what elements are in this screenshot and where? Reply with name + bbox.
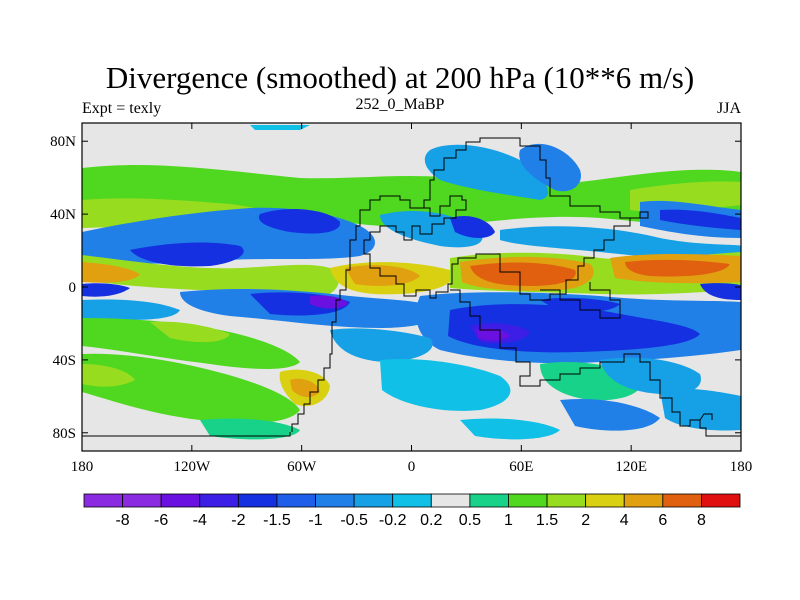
colorbar: -8 -6 -4 -2 -1.5 -1 -0.5 -0.2 0.2 0.5 1 1.5 2 4 6 8 [83, 493, 741, 529]
contour-field-midlat [82, 200, 741, 267]
colorbar-label: -2 [231, 512, 245, 529]
colorbar-swatch [585, 493, 625, 508]
colorbar-swatch [160, 493, 201, 508]
colorbar-label: 6 [658, 512, 667, 529]
x-tick-label: 60W [287, 459, 317, 475]
x-tick-label: 120W [173, 459, 211, 475]
colorbar-swatch [237, 493, 278, 508]
y-tick-label: 80N [50, 134, 76, 150]
colorbar-label: -1.5 [263, 512, 291, 529]
contour-field-south [82, 289, 741, 440]
x-tick-label: 120E [615, 459, 647, 475]
y-tick-label: 40N [50, 207, 76, 223]
x-tick-label: 0 [408, 459, 416, 475]
colorbar-label: 1.5 [536, 512, 558, 529]
y-tick-label: 0 [69, 280, 77, 296]
coastline-outlines [82, 137, 741, 437]
colorbar-swatch [122, 493, 162, 508]
colorbar-swatch [392, 493, 432, 508]
colorbar-swatch [315, 493, 355, 508]
map-plot [82, 123, 741, 451]
chart-title: Divergence (smoothed) at 200 hPa (10**6 … [105, 60, 695, 95]
x-axis: 180 120W 60W 0 60E 120E 180 [71, 123, 753, 475]
colorbar-swatch [430, 493, 471, 508]
contour-field-tropics [82, 252, 741, 300]
x-tick-label: 180 [71, 459, 94, 475]
experiment-label: Expt = texly [82, 100, 162, 117]
colorbar-swatch [546, 493, 587, 508]
colorbar-swatch [701, 493, 741, 508]
colorbar-label: 1 [504, 512, 513, 529]
colorbar-label: -8 [115, 512, 129, 529]
colorbar-label: 0.2 [420, 512, 442, 529]
colorbar-swatch [353, 493, 394, 508]
y-tick-label: 80S [53, 426, 76, 442]
colorbar-swatch [623, 493, 664, 508]
y-axis: 80N 40N 0 40S 80S [50, 134, 741, 442]
colorbar-label: -0.5 [340, 512, 368, 529]
colorbar-label: -0.2 [379, 512, 407, 529]
colorbar-swatch [469, 493, 509, 508]
colorbar-swatch [199, 493, 239, 508]
run-label: 252_0_MaBP [355, 96, 445, 113]
season-label: JJA [716, 100, 741, 117]
y-tick-label: 40S [53, 353, 76, 369]
colorbar-swatch [276, 493, 316, 508]
colorbar-label: -6 [154, 512, 168, 529]
colorbar-swatch [662, 493, 702, 508]
colorbar-label: -4 [193, 512, 207, 529]
x-tick-label: 60E [509, 459, 533, 475]
colorbar-swatch [83, 493, 123, 508]
colorbar-swatch [508, 493, 548, 508]
x-tick-label: 180 [730, 459, 753, 475]
colorbar-label: 2 [581, 512, 590, 529]
colorbar-label: 0.5 [459, 512, 481, 529]
colorbar-label: 8 [697, 512, 706, 529]
colorbar-label: -1 [308, 512, 322, 529]
colorbar-label: 4 [620, 512, 629, 529]
